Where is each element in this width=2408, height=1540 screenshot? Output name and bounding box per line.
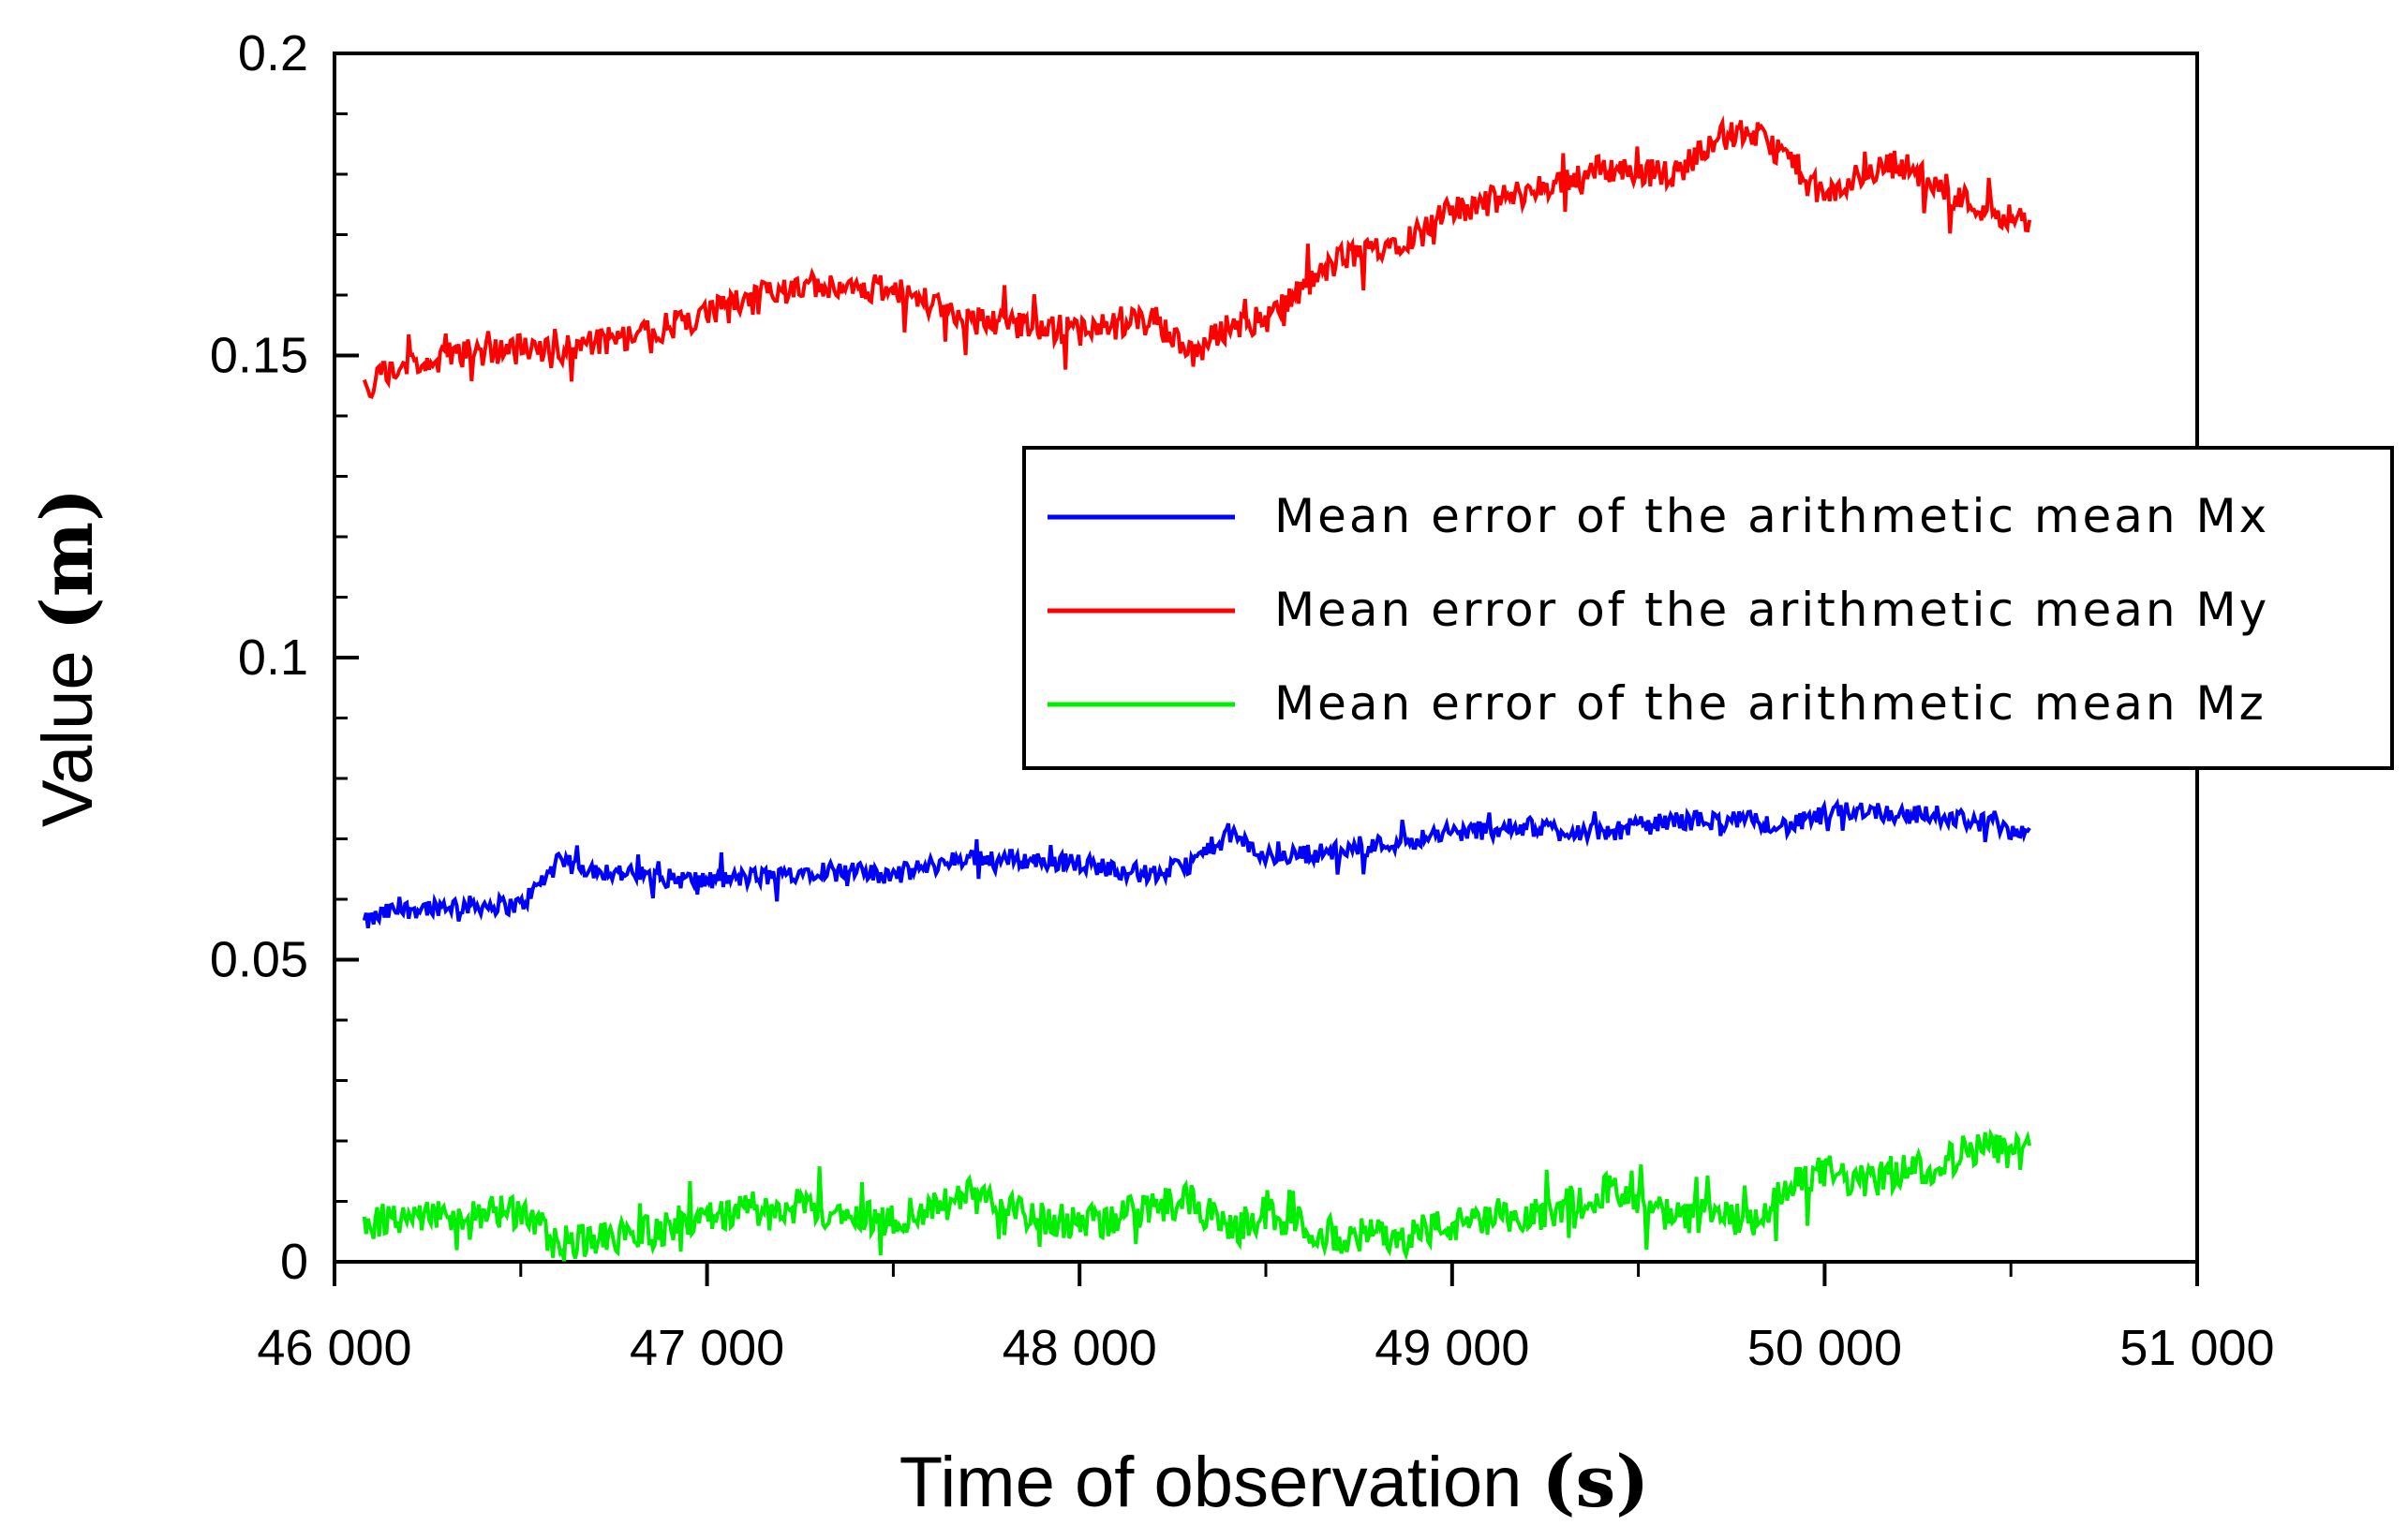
x-tick-label: 51 000 xyxy=(2119,1320,2274,1376)
y-tick-label: 0.05 xyxy=(210,932,308,988)
y-tick-label: 0.15 xyxy=(210,328,308,384)
y-tick-label: 0 xyxy=(280,1234,308,1290)
x-axis-title-text: Time of observation xyxy=(899,1443,1523,1522)
series-mx-line xyxy=(362,797,2031,928)
x-tick-label: 46 000 xyxy=(257,1320,411,1376)
y-axis-unit: (m) xyxy=(25,488,109,630)
x-tick-label: 49 000 xyxy=(1375,1320,1529,1376)
legend-label-my: Mean error of the arithmetic mean My xyxy=(1274,583,2269,637)
x-tick-label: 50 000 xyxy=(1747,1320,1902,1376)
y-tick-label: 0.2 xyxy=(238,25,308,81)
x-tick-label: 48 000 xyxy=(1003,1320,1157,1376)
series-layer xyxy=(362,114,2032,1262)
y-axis-title: Value (m) xyxy=(25,488,109,827)
y-axis-title-text: Value xyxy=(28,650,108,827)
legend-label-mx: Mean error of the arithmetic mean Mx xyxy=(1274,489,2269,543)
legend-box xyxy=(1022,446,2394,770)
legend: Mean error of the arithmetic mean Mx Mea… xyxy=(1022,446,2394,770)
series-mz-line xyxy=(362,1128,2032,1262)
x-axis-title: Time of observation (s) xyxy=(899,1440,1649,1523)
y-axis-ticks: 0 0.05 0.1 0.15 0.2 xyxy=(210,25,359,1290)
series-my-line xyxy=(362,114,2032,400)
y-tick-label: 0.1 xyxy=(238,629,308,686)
x-tick-label: 47 000 xyxy=(630,1320,784,1376)
x-axis-ticks: 46 000 47 000 48 000 49 000 50 000 51 000 xyxy=(257,1262,2275,1376)
x-axis-unit: (s) xyxy=(1542,1440,1650,1523)
legend-label-mz: Mean error of the arithmetic mean Mz xyxy=(1274,676,2267,731)
